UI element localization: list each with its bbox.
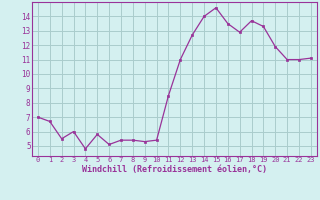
X-axis label: Windchill (Refroidissement éolien,°C): Windchill (Refroidissement éolien,°C) [82, 165, 267, 174]
